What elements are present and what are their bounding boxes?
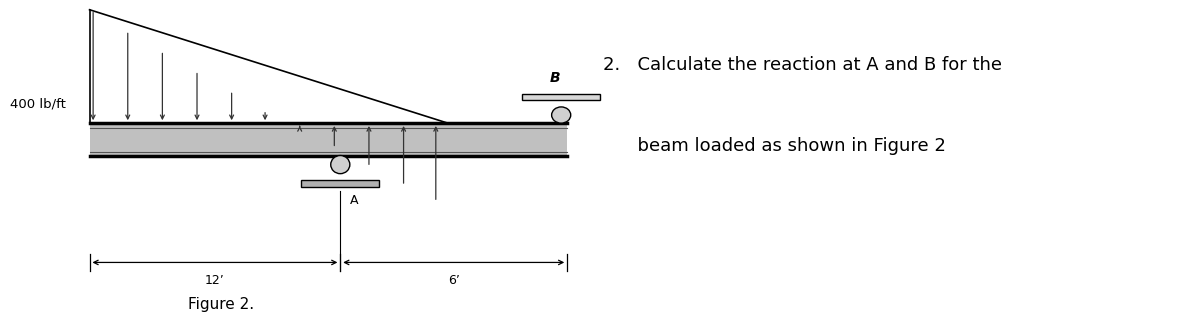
Text: beam loaded as shown in Figure 2: beam loaded as shown in Figure 2: [603, 137, 946, 155]
Ellipse shape: [552, 107, 571, 123]
Bar: [301, 180, 380, 187]
Bar: [523, 94, 599, 100]
Ellipse shape: [331, 156, 350, 174]
Bar: [90, 123, 567, 156]
Text: 6’: 6’: [448, 274, 460, 287]
Text: A: A: [350, 194, 358, 207]
Text: 400 lb/ft: 400 lb/ft: [11, 97, 66, 110]
Text: 12’: 12’: [205, 274, 224, 287]
Text: 2.   Calculate the reaction at A and B for the: 2. Calculate the reaction at A and B for…: [603, 56, 1002, 74]
Text: B: B: [550, 71, 560, 85]
Text: Figure 2.: Figure 2.: [187, 297, 254, 312]
